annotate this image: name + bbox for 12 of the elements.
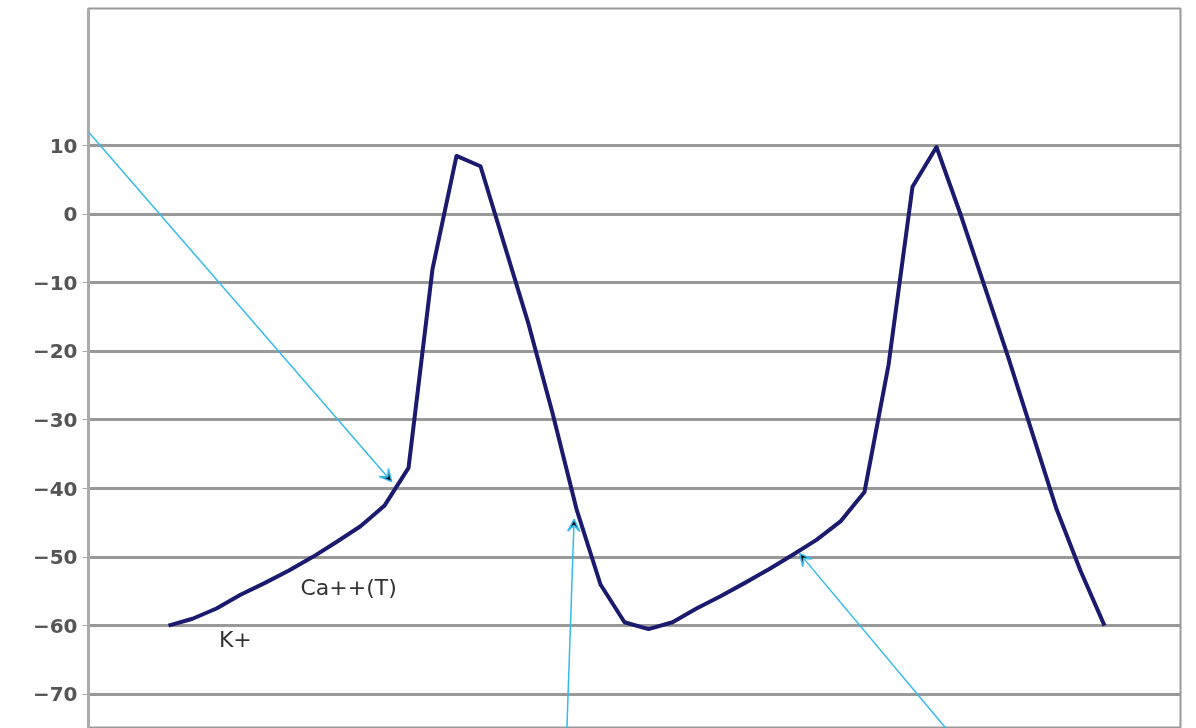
y-tick-label: −30: [32, 407, 78, 432]
annotation: Ca++(T): [300, 575, 397, 601]
y-tick-label: −70: [32, 682, 78, 707]
y-tick-label: −50: [32, 545, 78, 570]
y-tick-label: 10: [49, 133, 78, 158]
annotation: K+: [218, 626, 252, 652]
y-tick-label: 0: [63, 202, 78, 227]
y-tick-label: −40: [32, 476, 78, 501]
line-series: [166, 145, 1107, 632]
y-tick-label: −20: [32, 339, 78, 364]
y-tick-label: −60: [32, 613, 78, 638]
y-tick-label: −10: [32, 270, 78, 295]
